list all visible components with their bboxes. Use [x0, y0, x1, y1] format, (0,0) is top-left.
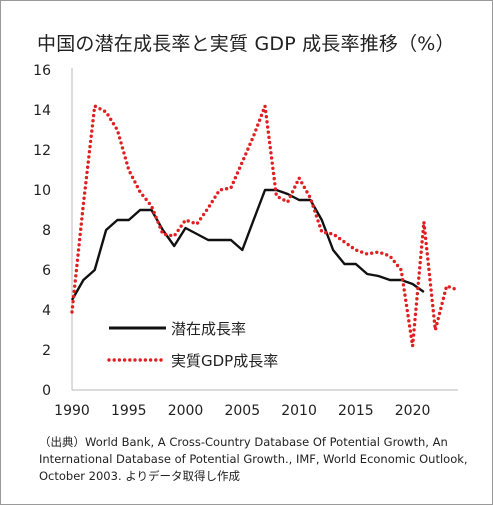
series-line-real-gdp-growth — [70, 104, 460, 348]
series-points-1 — [71, 105, 458, 346]
legend-label-1: 実質GDP成長率 — [171, 352, 278, 370]
x-tick-label: 1990 — [54, 403, 90, 419]
chart-title: 中国の潜在成長率と実質 GDP 成長率推移（%） — [37, 33, 455, 55]
x-tick-label: 2005 — [224, 403, 260, 419]
y-tick-label: 12 — [33, 143, 51, 159]
y-tick-label: 10 — [33, 183, 51, 199]
y-tick-label: 6 — [42, 263, 51, 279]
y-tick-label: 8 — [42, 223, 51, 239]
y-tick-label: 0 — [42, 383, 51, 399]
legend-label-0: 潜在成長率 — [171, 320, 246, 338]
series-points-0 — [71, 189, 424, 300]
y-tick-label: 16 — [33, 63, 51, 79]
x-tick-label: 2010 — [281, 403, 317, 419]
y-tick-label: 4 — [42, 303, 51, 319]
y-tick-label: 14 — [33, 103, 51, 119]
series-line-potential-growth — [70, 188, 425, 301]
y-tick-label: 2 — [42, 343, 51, 359]
x-tick-label: 2020 — [395, 403, 431, 419]
source-note: （出典）World Bank, A Cross-Country Database… — [39, 435, 468, 483]
x-tick-label: 1995 — [111, 403, 147, 419]
x-tick-label: 2000 — [168, 403, 204, 419]
x-tick-label: 2015 — [338, 403, 374, 419]
